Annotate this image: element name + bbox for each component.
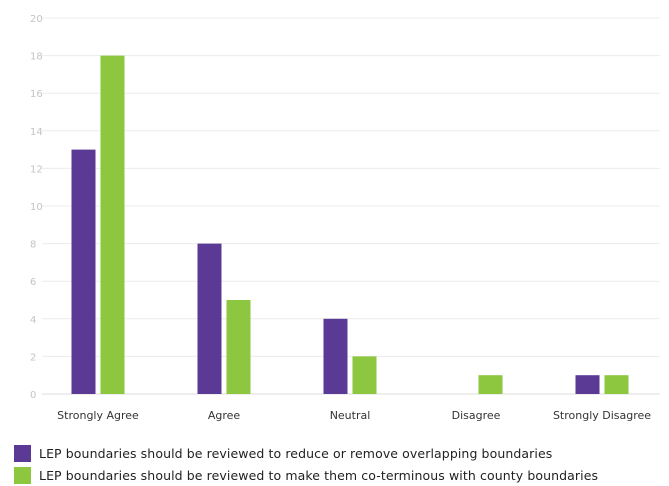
x-tick-label: Strongly Disagree xyxy=(553,409,651,422)
grid xyxy=(42,17,660,395)
y-tick-label: 0 xyxy=(30,390,36,401)
y-tick-label: 10 xyxy=(30,202,43,213)
bar-series-2 xyxy=(604,375,629,394)
bar-series-1 xyxy=(323,318,348,394)
bars xyxy=(71,55,629,394)
y-tick-label: 12 xyxy=(30,164,43,175)
y-axis-ticks: 0 2 4 6 8 10 12 14 16 18 20 xyxy=(30,14,43,401)
bar-series-2 xyxy=(352,356,377,394)
x-axis-ticks: Strongly Agree Agree Neutral Disagree Strong… xyxy=(57,409,651,422)
y-tick-label: 4 xyxy=(30,315,36,326)
y-tick-label: 6 xyxy=(30,277,36,288)
bar-series-1 xyxy=(197,243,222,394)
y-tick-label: 14 xyxy=(30,127,43,138)
legend: LEP boundaries should be reviewed to red… xyxy=(14,442,598,486)
y-tick-label: 18 xyxy=(30,52,43,63)
legend-swatch-series-2 xyxy=(14,466,31,484)
bar-series-2 xyxy=(226,300,251,394)
y-tick-label: 20 xyxy=(30,14,43,25)
legend-label-series-1: LEP boundaries should be reviewed to red… xyxy=(39,445,553,461)
legend-item-series-2: LEP boundaries should be reviewed to mak… xyxy=(14,464,598,486)
bar-series-2 xyxy=(478,375,503,394)
y-tick-label: 2 xyxy=(30,352,36,363)
legend-label-series-2: LEP boundaries should be reviewed to mak… xyxy=(39,467,599,483)
legend-swatch-series-1 xyxy=(14,444,31,462)
x-tick-label: Agree xyxy=(208,409,241,422)
bar-series-2 xyxy=(100,55,125,394)
x-tick-label: Strongly Agree xyxy=(57,409,139,422)
bar-series-1 xyxy=(71,149,96,394)
x-tick-label: Disagree xyxy=(452,409,501,422)
legend-item-series-1: LEP boundaries should be reviewed to red… xyxy=(14,442,598,464)
bar-series-1 xyxy=(575,375,600,394)
y-tick-label: 16 xyxy=(30,89,43,100)
x-tick-label: Neutral xyxy=(330,409,371,422)
y-tick-label: 8 xyxy=(30,240,36,251)
